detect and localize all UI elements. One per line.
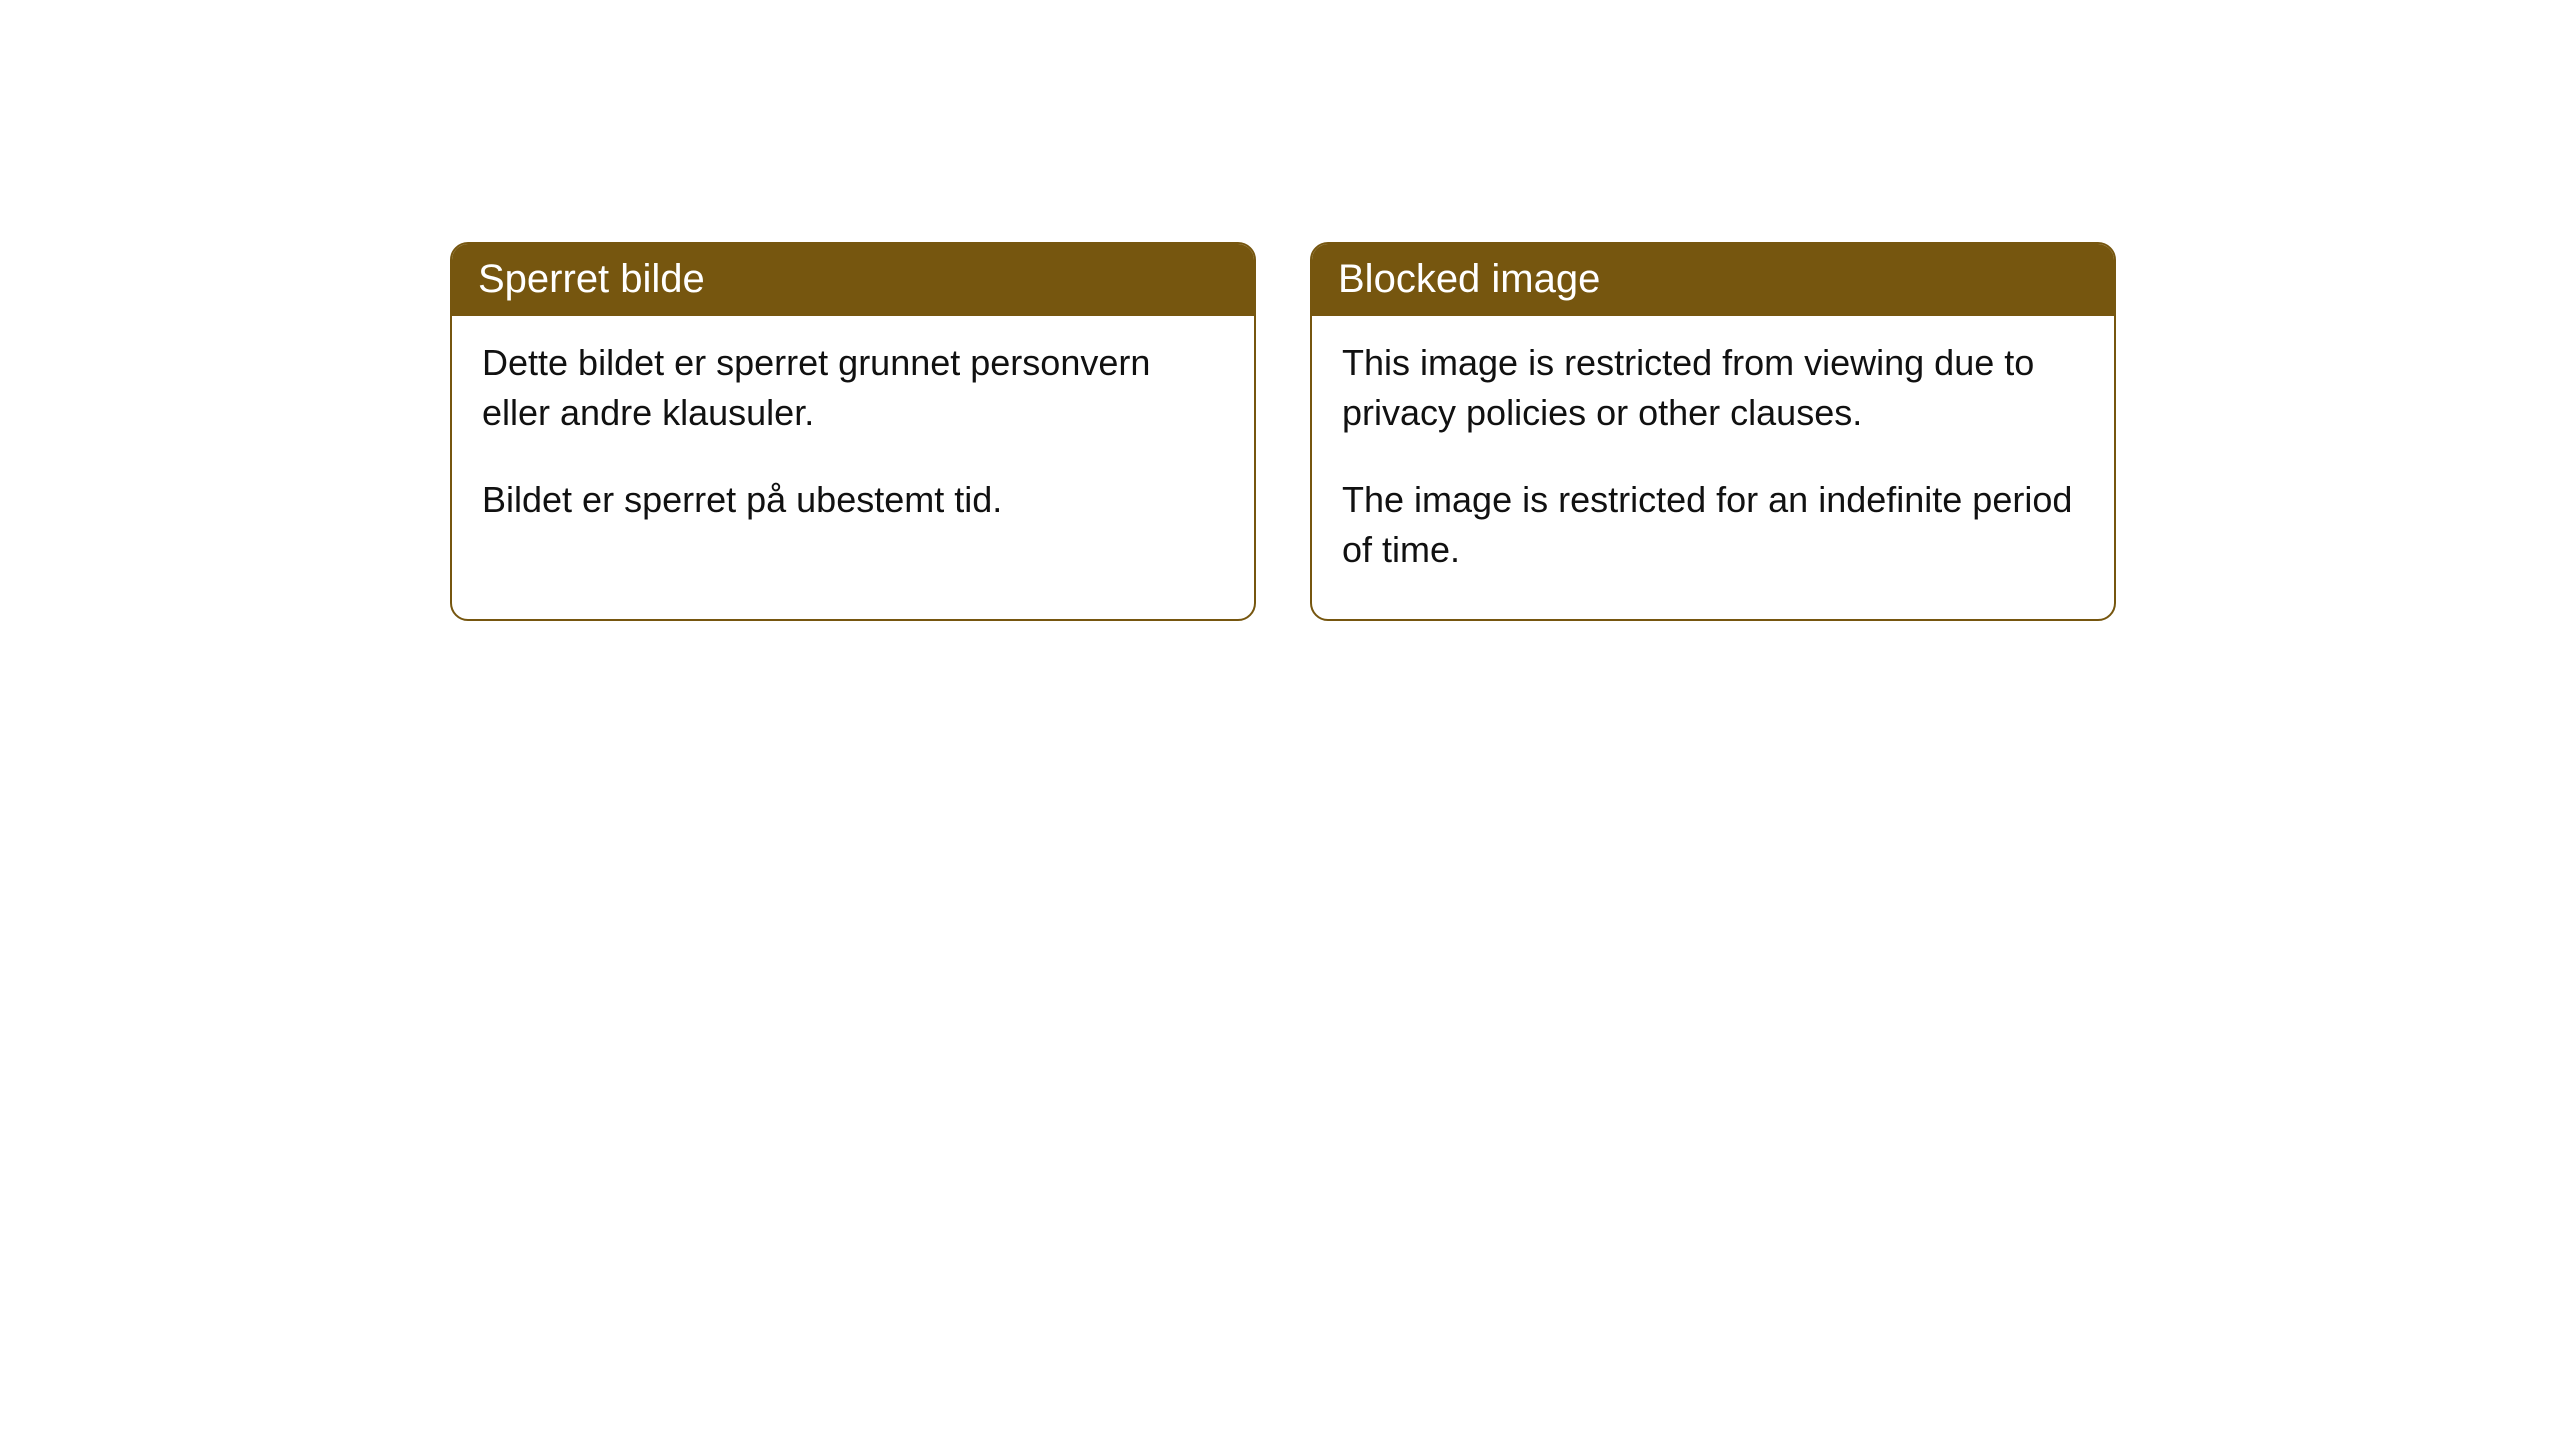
card-message-2: The image is restricted for an indefinit… xyxy=(1342,475,2084,574)
blocked-image-card-en: Blocked image This image is restricted f… xyxy=(1310,242,2116,621)
card-body: This image is restricted from viewing du… xyxy=(1312,316,2114,619)
card-body: Dette bildet er sperret grunnet personve… xyxy=(452,316,1254,569)
blocked-image-card-no: Sperret bilde Dette bildet er sperret gr… xyxy=(450,242,1256,621)
card-message-1: This image is restricted from viewing du… xyxy=(1342,338,2084,437)
card-message-1: Dette bildet er sperret grunnet personve… xyxy=(482,338,1224,437)
card-header: Sperret bilde xyxy=(452,244,1254,316)
card-message-2: Bildet er sperret på ubestemt tid. xyxy=(482,475,1224,525)
card-header: Blocked image xyxy=(1312,244,2114,316)
card-container: Sperret bilde Dette bildet er sperret gr… xyxy=(0,0,2560,621)
